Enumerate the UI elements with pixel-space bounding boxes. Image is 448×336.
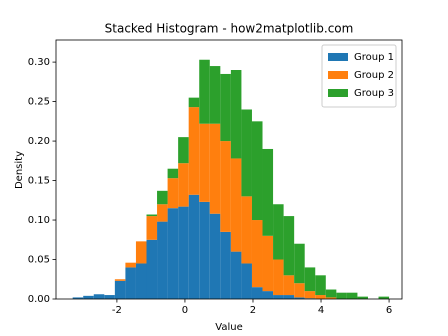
histogram-bar — [262, 148, 274, 236]
histogram-bar — [230, 251, 242, 299]
histogram-bar — [220, 73, 231, 142]
histogram-bar — [262, 235, 274, 292]
histogram-bar — [209, 123, 221, 214]
histogram-bar — [283, 216, 295, 276]
histogram-bar — [294, 243, 305, 284]
y-tick-label: 0.25 — [28, 97, 50, 108]
histogram-bar — [125, 262, 136, 268]
histogram-bar — [304, 291, 316, 299]
histogram-bar — [188, 107, 200, 195]
histogram-bar — [251, 287, 263, 299]
histogram-bar — [273, 295, 284, 299]
histogram-bar — [209, 66, 221, 124]
histogram-bar — [241, 196, 252, 264]
x-tick-label: 2 — [250, 305, 256, 316]
histogram-bar — [125, 267, 136, 299]
y-tick-label: 0.20 — [28, 136, 50, 147]
legend-swatch — [328, 89, 348, 97]
histogram-bar — [273, 259, 284, 296]
histogram-bar — [157, 204, 168, 222]
histogram-bar — [241, 109, 252, 197]
histogram-bar — [241, 263, 252, 299]
histogram-bar — [283, 275, 295, 296]
histogram-bar — [135, 263, 147, 299]
histogram-bar — [230, 70, 242, 159]
histogram-bar — [93, 294, 105, 299]
histogram-bar — [114, 280, 126, 299]
histogram-bar — [135, 241, 147, 264]
histogram-bar — [315, 295, 326, 299]
histogram-bar — [325, 297, 337, 299]
y-axis-label: Density — [14, 151, 25, 189]
histogram-bar — [251, 220, 263, 288]
histogram-bar — [72, 297, 84, 299]
histogram-bar — [178, 137, 189, 164]
histogram-bar — [178, 206, 189, 299]
histogram-bar — [220, 231, 231, 299]
y-tick-label: 0.05 — [28, 255, 50, 266]
histogram-bar — [325, 289, 337, 298]
histogram-bar — [188, 97, 200, 108]
histogram-bar — [378, 296, 390, 299]
histogram-bar — [157, 190, 168, 205]
histogram-bar — [209, 213, 221, 299]
histogram-bar — [220, 141, 231, 232]
histogram-bar — [199, 201, 210, 299]
legend-label: Group 3 — [354, 88, 394, 99]
legend-swatch — [328, 71, 348, 79]
histogram-bar — [83, 295, 94, 299]
chart-title: Stacked Histogram - how2matplotlib.com — [105, 22, 354, 36]
histogram-bar — [315, 275, 326, 296]
histogram-bar — [167, 178, 179, 209]
histogram-bar — [199, 59, 210, 124]
histogram-bar — [346, 292, 358, 299]
histogram-bar — [146, 216, 158, 240]
x-axis-label: Value — [215, 322, 242, 333]
histogram-bar — [262, 291, 274, 299]
x-tick-label: 6 — [386, 305, 392, 316]
histogram-bar — [104, 295, 115, 299]
histogram-bar — [336, 292, 347, 299]
histogram-bar — [273, 204, 284, 260]
histogram-bar — [178, 163, 189, 207]
legend-label: Group 2 — [354, 70, 394, 81]
legend: Group 1 Group 2 Group 3 — [321, 44, 397, 108]
y-tick-label: 0.30 — [28, 57, 50, 68]
histogram-bar — [304, 267, 316, 292]
histogram-bar — [230, 158, 242, 252]
histogram-bar — [294, 297, 305, 299]
histogram-bar — [167, 168, 179, 179]
histogram-bar — [199, 123, 210, 202]
histogram-bar — [251, 121, 263, 221]
histogram-bar — [188, 194, 200, 299]
histogram-bar — [167, 208, 179, 299]
histogram-bar — [146, 214, 158, 217]
histogram-bar — [157, 221, 168, 299]
histogram-bar — [114, 279, 126, 281]
histogram-bar — [146, 239, 158, 299]
x-tick-label: -2 — [112, 305, 122, 316]
y-tick-label: 0.10 — [28, 215, 50, 226]
legend-swatch — [328, 53, 348, 61]
x-tick-label: 4 — [318, 305, 324, 316]
histogram-bar — [357, 296, 368, 299]
y-tick-label: 0.15 — [28, 176, 50, 187]
y-tick-label: 0.00 — [28, 294, 50, 305]
x-tick-label: 0 — [182, 305, 188, 316]
histogram-bar — [294, 283, 305, 298]
legend-label: Group 1 — [354, 52, 394, 63]
histogram-bar — [283, 295, 295, 299]
axes-frame — [55, 39, 403, 300]
